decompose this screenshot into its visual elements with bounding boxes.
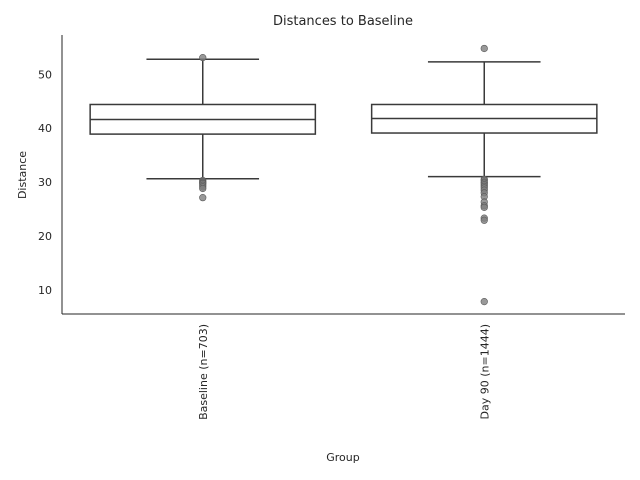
outlier-point: [199, 184, 207, 193]
y-tick-label: 50: [38, 68, 52, 81]
y-tick-label: 30: [38, 176, 52, 189]
y-tick-label: 10: [38, 284, 52, 297]
x-axis-label: Group: [326, 451, 360, 464]
boxes: [89, 44, 598, 306]
outlier-point: [199, 194, 207, 202]
x-tick-label: Day 90 (n=1444): [478, 324, 491, 419]
box-group: [370, 44, 598, 306]
y-tick-label: 20: [38, 230, 52, 243]
outlier-point: [480, 298, 488, 306]
outlier-point: [480, 203, 488, 211]
x-tick-label: Baseline (n=703): [197, 324, 210, 420]
outlier-point: [480, 44, 488, 53]
outlier-point: [480, 216, 488, 224]
box-group: [89, 54, 317, 202]
y-ticks: 10 20 30 40 50: [38, 68, 52, 296]
y-axis-label: Distance: [16, 151, 29, 199]
y-tick-label: 40: [38, 122, 52, 135]
chart-title: Distances to Baseline: [273, 14, 413, 29]
outlier-point: [199, 54, 207, 62]
x-ticks: Baseline (n=703) Day 90 (n=1444): [197, 324, 492, 420]
